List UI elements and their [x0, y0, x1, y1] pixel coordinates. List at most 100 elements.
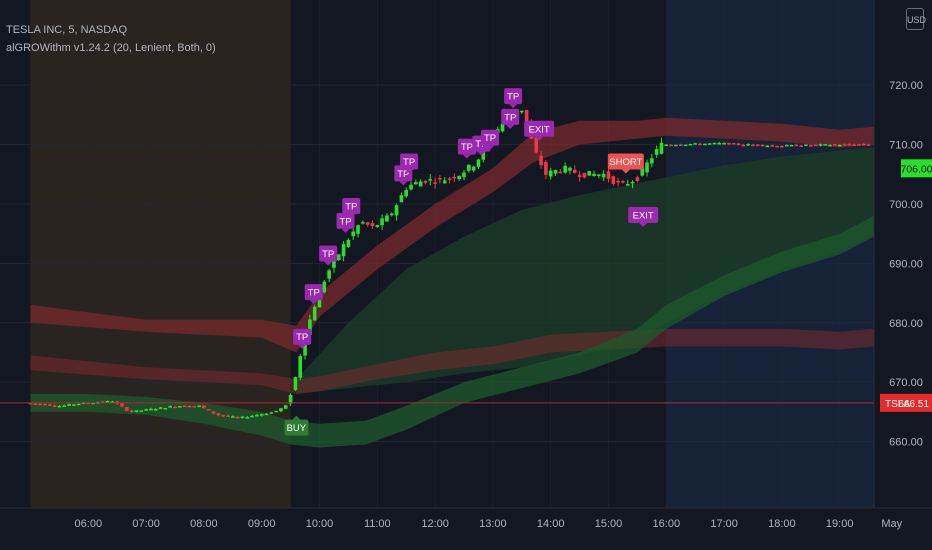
signal-box — [457, 138, 476, 155]
candle-body — [568, 167, 572, 171]
candle-body — [520, 110, 524, 113]
candle-body — [57, 405, 62, 408]
candle-body — [43, 403, 47, 406]
signal-box — [607, 153, 644, 170]
candle — [168, 405, 172, 408]
candle-body — [322, 281, 327, 293]
candle-body — [206, 409, 211, 411]
candle — [712, 142, 717, 145]
candle — [539, 151, 543, 169]
candle-body — [640, 168, 645, 176]
candle — [57, 404, 62, 408]
candle-body — [698, 143, 702, 146]
indicator-legend[interactable]: alGROWithm v1.24.2 (20, Lenient, Both, 0… — [6, 42, 216, 54]
candle — [173, 406, 177, 409]
signal-tp: TP — [504, 88, 523, 109]
candle-body — [558, 171, 563, 174]
candle-body — [120, 403, 124, 407]
candle — [741, 143, 746, 147]
candle — [356, 224, 360, 238]
candle — [385, 213, 389, 222]
candle — [842, 143, 847, 146]
candle — [178, 405, 182, 408]
candle-body — [308, 319, 312, 335]
candle — [144, 408, 148, 412]
candle-body — [722, 143, 726, 145]
candle — [674, 144, 678, 147]
x-tick-label: 19:00 — [826, 518, 854, 530]
candle-body — [245, 417, 250, 419]
candle-body — [524, 109, 529, 123]
candle — [476, 159, 481, 170]
x-tick-label: 16:00 — [653, 518, 681, 530]
candle-body — [351, 231, 356, 237]
candle — [47, 403, 52, 407]
candle-body — [375, 225, 380, 228]
candle-body — [125, 407, 129, 411]
candle — [572, 165, 577, 174]
candle — [192, 405, 197, 408]
candle-body — [226, 415, 230, 417]
candle — [809, 144, 813, 147]
candle — [683, 144, 688, 147]
currency-badge[interactable]: USD — [906, 8, 926, 30]
candle — [861, 142, 866, 146]
ticker-price-label: 666.51 — [898, 399, 929, 410]
candle — [235, 416, 240, 419]
y-tick-label: 720.00 — [889, 80, 923, 92]
candle — [202, 405, 206, 409]
x-tick-label: 12:00 — [421, 518, 449, 530]
candle — [799, 144, 803, 147]
candle-body — [476, 159, 481, 167]
x-tick-label: 09:00 — [248, 518, 276, 530]
candle — [616, 177, 620, 187]
candle-body — [361, 222, 365, 224]
candle-body — [303, 337, 307, 356]
candle — [664, 144, 669, 147]
y-tick-label: 670.00 — [889, 377, 923, 389]
candle — [62, 404, 67, 407]
signal-label: TP — [507, 92, 519, 103]
candle-body — [852, 144, 856, 146]
candle-body — [178, 406, 182, 408]
candle — [288, 393, 293, 406]
candle — [592, 170, 596, 177]
candle-body — [86, 402, 91, 405]
signal-tp: TP — [304, 284, 323, 305]
y-tick-label: 660.00 — [889, 437, 923, 449]
candle-body — [442, 180, 447, 184]
candle-body — [693, 143, 697, 145]
candle — [457, 175, 461, 181]
candle-body — [404, 190, 408, 197]
candle — [351, 227, 356, 240]
candle — [298, 353, 303, 381]
band-middle-band — [30, 328, 874, 394]
candle — [187, 405, 192, 408]
candle — [341, 241, 346, 262]
candle — [423, 180, 428, 185]
signal-label: TP — [322, 249, 334, 260]
candle — [775, 145, 779, 148]
signal-tp: TP — [400, 153, 419, 174]
candle — [650, 154, 654, 168]
candle-body — [414, 182, 418, 185]
candle — [76, 403, 81, 406]
symbol-legend[interactable]: TESLA INC, 5, NASDAQ — [6, 24, 128, 36]
candle-body — [438, 177, 442, 180]
candle — [231, 415, 235, 418]
x-tick-label: 17:00 — [710, 518, 738, 530]
signal-box — [336, 212, 355, 229]
candle-body — [539, 155, 543, 166]
candle — [442, 177, 447, 184]
candle — [409, 181, 413, 191]
signal-pointer — [405, 169, 414, 174]
signal-label: TP — [345, 202, 357, 213]
x-tick-label: 10:00 — [306, 518, 334, 530]
candle — [833, 143, 837, 146]
candle-body — [423, 180, 428, 183]
candle-body — [616, 180, 620, 183]
candle-body — [669, 144, 673, 147]
candle-body — [462, 172, 466, 178]
